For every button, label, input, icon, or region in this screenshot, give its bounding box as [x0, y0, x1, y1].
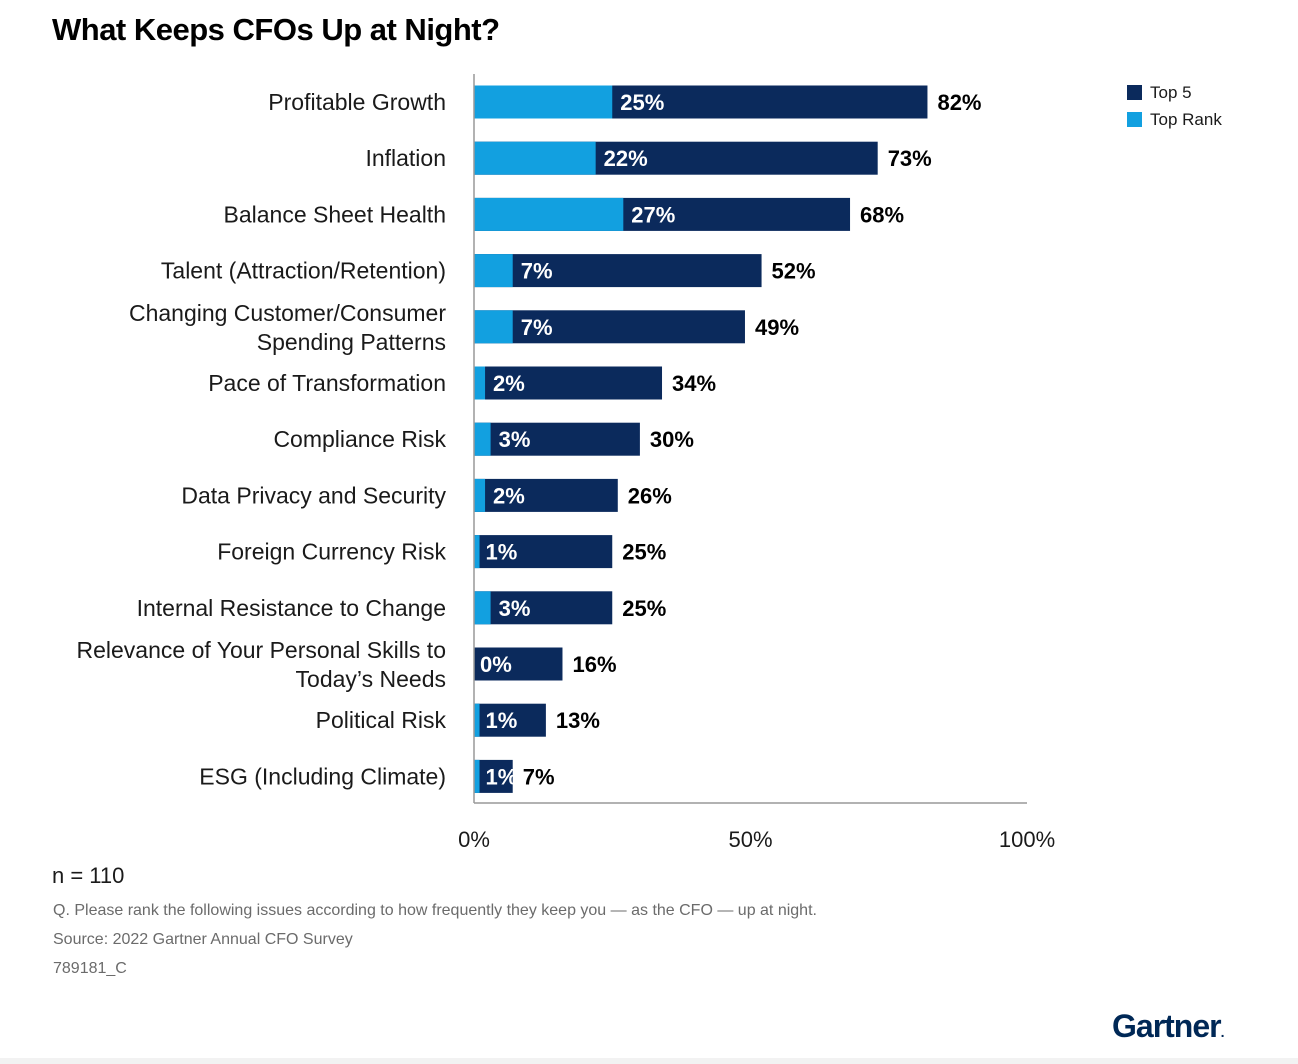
bar-top-rank: [474, 703, 480, 737]
bar-label-top-5: 13%: [556, 708, 600, 733]
bar-top-5: [474, 703, 546, 737]
bar-top-5: [474, 366, 663, 400]
bar-label-top-rank: 0%: [480, 652, 512, 677]
bar-top-rank: [474, 141, 596, 175]
bar-label-top-5: 82%: [937, 90, 981, 115]
bar-top-rank: [474, 310, 513, 344]
bar-top-5: [474, 254, 762, 288]
legend-swatch-top-5: [1127, 85, 1142, 100]
bar-label-top-5: 68%: [860, 202, 904, 227]
bar-top-5: [474, 422, 640, 456]
bar-label-top-rank: 7%: [521, 315, 553, 340]
bottom-strip: [0, 1058, 1298, 1064]
bar-label-top-5: 25%: [622, 596, 666, 621]
bar-top-5: [474, 647, 563, 681]
category-label: Inflation: [365, 145, 446, 171]
bar-top-rank: [474, 254, 513, 288]
bar-top-rank: [474, 422, 491, 456]
bar-label-top-rank: 2%: [493, 483, 525, 508]
bar-label-top-rank: 1%: [486, 764, 518, 789]
legend-swatch-top-rank: [1127, 112, 1142, 127]
bar-top-5: [474, 535, 613, 569]
bar-label-top-5: 73%: [888, 146, 932, 171]
bar-top-5: [474, 759, 513, 793]
bar-label-top-rank: 27%: [631, 202, 675, 227]
legend-label-top-rank: Top Rank: [1150, 110, 1222, 129]
bar-label-top-rank: 25%: [620, 90, 664, 115]
sample-size: n = 110: [52, 863, 125, 888]
legend-label-top-5: Top 5: [1150, 83, 1192, 102]
category-label: Pace of Transformation: [208, 370, 446, 396]
bar-label-top-rank: 2%: [493, 371, 525, 396]
bar-top-5: [474, 478, 618, 512]
figure-id: 789181_C: [53, 960, 127, 977]
bar-label-top-5: 49%: [755, 315, 799, 340]
x-tick-label: 50%: [728, 827, 772, 852]
bar-label-top-5: 30%: [650, 427, 694, 452]
category-label-line: Today’s Needs: [296, 666, 446, 692]
legend: Top 5 Top Rank: [1127, 83, 1222, 129]
gartner-logo: Gartner.: [1112, 1008, 1225, 1045]
x-tick-label: 100%: [999, 827, 1055, 852]
category-label: Talent (Attraction/Retention): [161, 258, 446, 284]
bar-label-top-rank: 3%: [499, 427, 531, 452]
bar-label-top-rank: 1%: [486, 540, 518, 565]
bar-top-rank: [474, 759, 480, 793]
category-label: Foreign Currency Risk: [217, 539, 446, 565]
bar-top-rank: [474, 85, 613, 119]
category-label: Political Risk: [316, 707, 447, 733]
logo-dot: .: [1220, 1024, 1225, 1040]
bar-label-top-rank: 1%: [486, 708, 518, 733]
bar-top-rank: [474, 197, 624, 231]
bar-label-top-rank: 3%: [499, 596, 531, 621]
bar-label-top-5: 16%: [572, 652, 616, 677]
source-note: Source: 2022 Gartner Annual CFO Survey: [53, 931, 353, 948]
bar-top-rank: [474, 478, 486, 512]
category-label-line: Changing Customer/Consumer: [129, 300, 446, 326]
bar-label-top-5: 34%: [672, 371, 716, 396]
bar-label-top-rank: 7%: [521, 259, 553, 284]
bar-chart: 25% 82% Profitable Growth 22% 73% Inflation 27…: [77, 74, 1222, 852]
bar-top-5: [474, 591, 613, 625]
survey-question: Q. Please rank the following issues acco…: [53, 902, 817, 919]
category-label: Balance Sheet Health: [224, 201, 447, 227]
bar-label-top-5: 25%: [622, 540, 666, 565]
x-tick-label: 0%: [458, 827, 490, 852]
chart-title: What Keeps CFOs Up at Night?: [52, 12, 500, 47]
category-label: Changing Customer/Consumer Spending Patte…: [129, 300, 446, 355]
bars-layer: 25% 82% Profitable Growth 22% 73% Inflation 27…: [77, 85, 982, 793]
bar-top-rank: [474, 535, 480, 569]
x-axis-ticks: 0% 50% 100%: [458, 827, 1055, 852]
bar-label-top-rank: 22%: [604, 146, 648, 171]
category-label: Profitable Growth: [268, 89, 446, 115]
category-label-line: Relevance of Your Personal Skills to: [77, 637, 447, 663]
category-label: Compliance Risk: [273, 426, 446, 452]
category-label: ESG (Including Climate): [199, 763, 446, 789]
bar-label-top-5: 52%: [772, 259, 816, 284]
bar-top-rank: [474, 591, 491, 625]
bar-top-rank: [474, 366, 486, 400]
bar-top-5: [474, 310, 745, 344]
category-label-line: Spending Patterns: [257, 329, 446, 355]
category-label: Data Privacy and Security: [181, 482, 446, 508]
bar-label-top-5: 26%: [628, 483, 672, 508]
logo-text: Gartner: [1112, 1008, 1222, 1044]
category-label: Relevance of Your Personal Skills to Toda…: [77, 637, 447, 692]
bar-label-top-5: 7%: [523, 764, 555, 789]
category-label: Internal Resistance to Change: [137, 595, 446, 621]
